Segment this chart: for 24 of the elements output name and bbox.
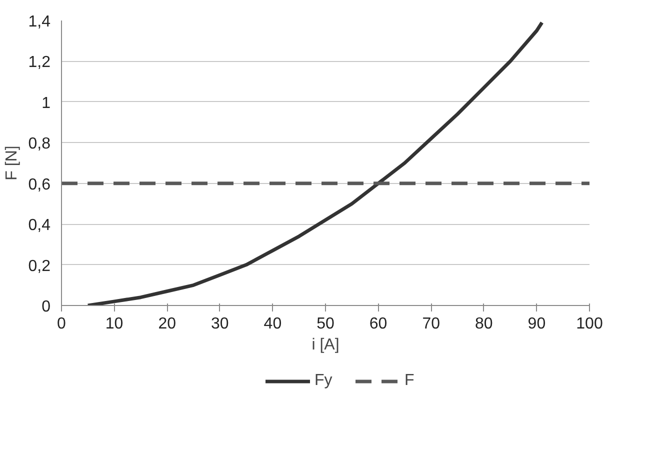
x-tick-label: 100 [576, 316, 603, 332]
legend-label: F [404, 372, 416, 390]
y-tick-label: 0,6 [28, 176, 51, 194]
x-tick-label: 20 [158, 316, 176, 332]
x-tick-label: 30 [211, 316, 229, 332]
y-tick-label: 0 [42, 298, 51, 316]
x-tick-label: 60 [369, 316, 388, 332]
y-tick-label: 1,4 [28, 14, 51, 30]
x-tick-label: 50 [316, 316, 334, 332]
y-tick-label: 1 [42, 94, 51, 112]
y-tick-label: 0,2 [28, 258, 51, 275]
legend-label: Fy [314, 372, 334, 390]
x-tick-label: 0 [57, 316, 66, 332]
y-axis-title: F [N] [3, 146, 20, 180]
y-tick-label: 0,8 [28, 136, 51, 153]
y-tick-label: 1,2 [28, 54, 51, 72]
x-tick-label: 80 [475, 316, 493, 332]
y-tick-label: 0,4 [28, 217, 51, 234]
x-tick-label: 10 [105, 316, 124, 332]
line-series [86, 20, 544, 306]
x-tick-label: 70 [422, 316, 440, 332]
x-axis-title: i [A] [312, 336, 340, 354]
x-tick-label: 40 [264, 316, 282, 332]
x-tick-label: 90 [528, 316, 546, 332]
